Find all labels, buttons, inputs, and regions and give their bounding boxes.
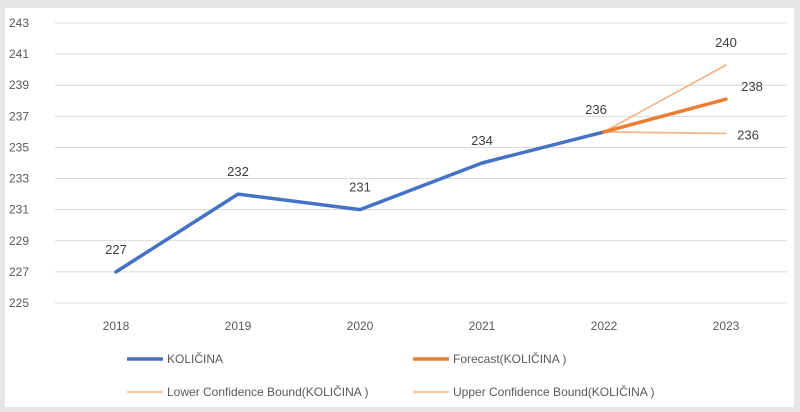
y-tick-label: 235 [9,140,29,154]
data-label: 234 [471,133,493,148]
data-labels: 227 232 231 234 236 238 236 240 [105,35,763,257]
y-tick-label: 227 [9,265,29,279]
data-label: 238 [741,79,763,94]
y-tick-label: 225 [9,296,29,310]
y-tick-label: 243 [9,16,29,30]
y-tick-label: 241 [9,47,29,61]
x-axis-ticks: 2018 2019 2020 2021 2022 2023 [103,319,740,333]
data-label: 240 [715,35,737,50]
legend: KOLIČINA Forecast(KOLIČINA ) Lower Confide… [127,351,654,399]
data-label: 227 [105,242,127,257]
data-label: 232 [227,164,249,179]
legend-label: Lower Confidence Bound(KOLIČINA ) [167,384,368,399]
series-line [602,97,728,134]
x-tick-label: 2023 [713,319,740,333]
data-label: 231 [349,180,371,195]
legend-label: Upper Confidence Bound(KOLIČINA ) [453,384,654,399]
series-line [114,130,606,274]
x-tick-label: 2021 [469,319,496,333]
chart-panel: 225 227 229 231 233 235 237 239 241 243 2018 2019 2… [5,8,794,407]
y-tick-label: 237 [9,109,29,123]
y-axis-ticks: 225 227 229 231 233 235 237 239 241 243 [9,16,29,310]
gridlines [55,22,787,304]
data-label: 236 [737,127,759,142]
y-tick-label: 233 [9,172,29,186]
x-tick-label: 2020 [347,319,374,333]
legend-label: KOLIČINA [167,351,223,366]
series-line [603,131,727,135]
data-label: 236 [585,102,607,117]
x-tick-label: 2018 [103,319,130,333]
y-tick-label: 229 [9,234,29,248]
x-tick-label: 2022 [591,319,618,333]
series-lines [114,64,728,274]
legend-label: Forecast(KOLIČINA ) [453,351,566,366]
y-tick-label: 239 [9,78,29,92]
y-tick-label: 231 [9,203,29,217]
x-tick-label: 2019 [225,319,252,333]
series-line [603,64,727,133]
